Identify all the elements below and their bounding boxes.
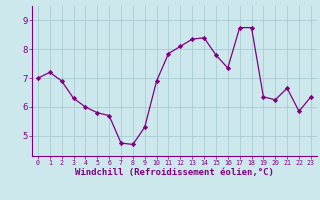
X-axis label: Windchill (Refroidissement éolien,°C): Windchill (Refroidissement éolien,°C)	[75, 168, 274, 177]
